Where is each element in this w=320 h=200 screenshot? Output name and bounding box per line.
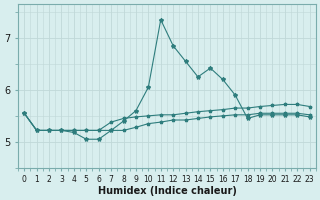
X-axis label: Humidex (Indice chaleur): Humidex (Indice chaleur) <box>98 186 236 196</box>
